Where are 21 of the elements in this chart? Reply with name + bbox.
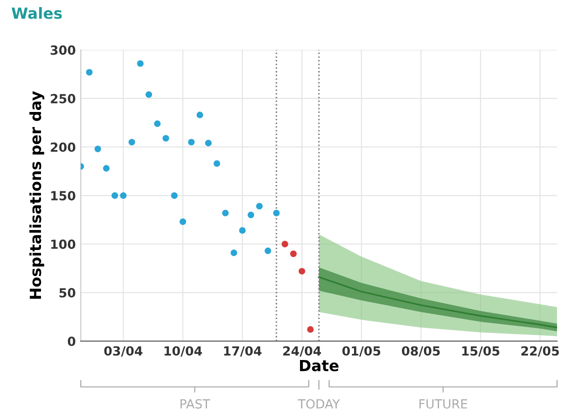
x-tick-label: 10/04 [164, 346, 202, 357]
chart-title: Wales [12, 7, 62, 19]
y-tick-label: 0 [68, 336, 76, 346]
y-tick-label: 100 [51, 240, 76, 249]
text: PAST [180, 399, 210, 409]
x-tick-label: 22/05 [521, 346, 559, 357]
y-tick-label: 250 [50, 94, 76, 104]
x-tick-label: 17/04 [224, 346, 262, 357]
y-tick-label: 50 [59, 288, 76, 298]
y-axis-title: Hospitalisations per day [29, 91, 44, 299]
y-tick-label: 150 [51, 190, 76, 200]
x-tick-label: 24/04 [283, 346, 322, 357]
x-tick-label: 15/05 [462, 346, 500, 357]
text: FUTURE [419, 399, 468, 409]
x-tick-label: 03/04 [104, 346, 142, 357]
x-axis-title: Date [300, 360, 339, 372]
text: TODAY [298, 399, 340, 409]
y-tick-label: 300 [50, 45, 76, 55]
x-tick-label: 01/05 [342, 346, 380, 357]
x-tick-label: 08/05 [402, 346, 440, 357]
y-tick-label: 200 [50, 142, 76, 152]
